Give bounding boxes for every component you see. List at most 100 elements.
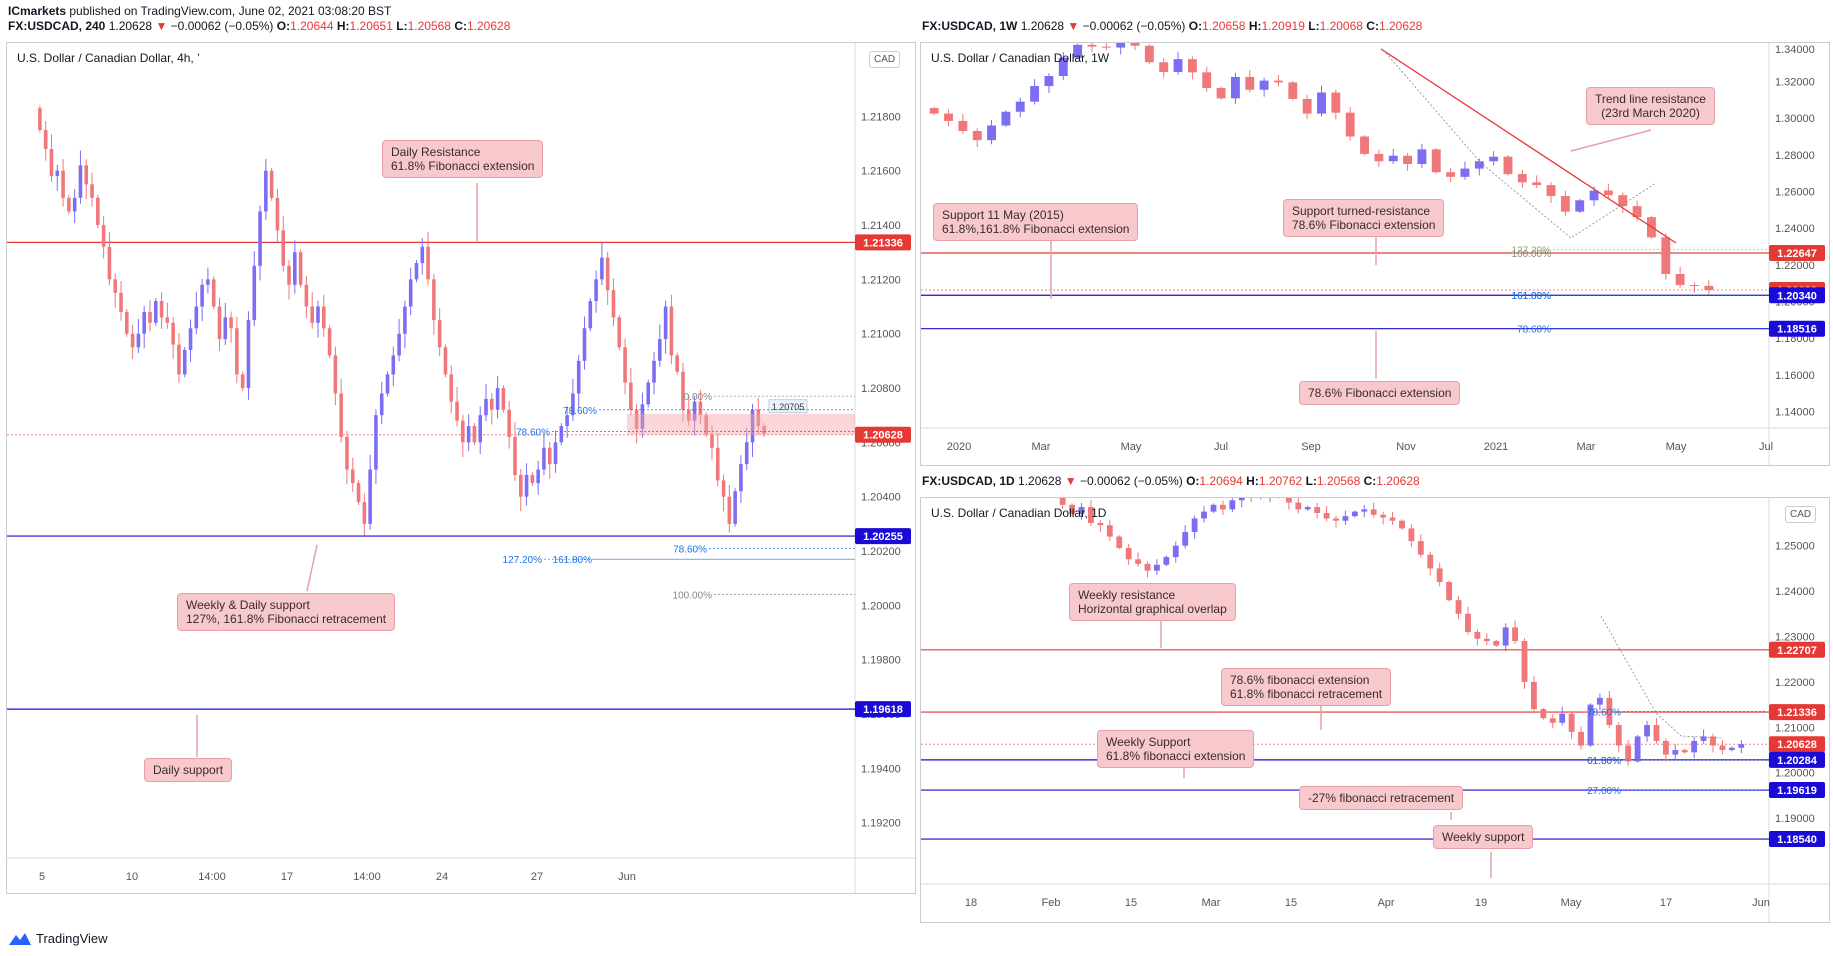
candle-body	[518, 474, 523, 497]
candle-body	[171, 322, 175, 345]
price-tag-label: 1.20255	[863, 531, 903, 543]
publish-line: ICmarkets published on TradingView.com, …	[8, 4, 391, 18]
candle-body	[414, 263, 419, 280]
candle-body	[229, 317, 233, 329]
candle-body	[1436, 568, 1443, 583]
callout-weekly-daily-support: Weekly & Daily support 127%, 161.8% Fibo…	[177, 593, 396, 631]
candle-body	[530, 474, 535, 484]
candle-body	[1101, 46, 1111, 48]
price-tag-bg	[1769, 736, 1825, 753]
candle-body	[275, 197, 280, 231]
candle-body	[136, 333, 141, 348]
chart-4h-svg[interactable]: 1.21800 1.21600 1.21400 1.21200 1.21000 1.208…	[7, 43, 915, 893]
price-tag-label: 1.18540	[1777, 834, 1817, 846]
x-tick-label: 2021	[1484, 441, 1508, 453]
candle-body	[472, 426, 477, 443]
candle-body	[646, 382, 651, 405]
candle-body	[1106, 525, 1113, 537]
candle-body	[269, 170, 274, 198]
candle-body	[345, 436, 349, 470]
price-tag-bg	[1769, 320, 1825, 337]
chart-panel-4h[interactable]: 1.21800 1.21600 1.21400 1.21200 1.21000 1.208…	[6, 42, 916, 894]
candle-body	[536, 469, 540, 484]
candle-body	[1163, 557, 1170, 565]
price-tag-label: 1.20628	[1777, 739, 1817, 751]
price-tag-label: 1.22647	[1777, 248, 1817, 260]
high-4h: 1.20651	[349, 19, 393, 33]
candle-body	[715, 447, 720, 481]
callout-daily-resistance-l2: 61.8% Fibonacci extension	[391, 159, 535, 173]
candle-body	[443, 347, 448, 375]
candle-body	[1182, 532, 1189, 546]
candle-body	[1285, 498, 1292, 503]
last-1d: 1.20628	[1018, 474, 1062, 488]
chart-panel-1w[interactable]: 1.32000 1.30000 1.28000 1.26000 1.24000 1.220…	[920, 42, 1830, 466]
tradingview-logo[interactable]: TradingView	[8, 931, 108, 946]
y-tick-label: 1.20800	[861, 383, 901, 395]
candle-body	[298, 252, 303, 285]
candle-body	[1672, 750, 1679, 755]
fib-label: 161.80%	[1512, 291, 1552, 302]
y-tick-label: 1.21000	[861, 329, 901, 341]
candle-body	[756, 409, 761, 427]
price-tag-bg	[855, 426, 911, 443]
candle-body	[681, 371, 685, 410]
candle-body	[582, 328, 587, 361]
candle-body	[1704, 285, 1714, 290]
candle-body	[1073, 44, 1083, 58]
callout-wd-support-l1: Weekly & Daily support	[186, 598, 310, 612]
last-1w: 1.20628	[1020, 19, 1065, 33]
candle-body	[1455, 600, 1462, 614]
chart-title-1w: U.S. Dollar / Canadian Dollar, 1W	[931, 51, 1110, 65]
candle-body	[1431, 149, 1441, 173]
x-tick-label: 27	[531, 871, 543, 883]
fib-label: 127.20%	[1512, 245, 1552, 256]
candle-body	[1399, 520, 1405, 529]
chart-title-1d: U.S. Dollar / Canadian Dollar, 1D	[931, 506, 1107, 520]
candle-body	[397, 333, 401, 356]
chart-1d-svg[interactable]: 1.25000 1.24000 1.23000 1.22000 1.21000 1.200…	[921, 498, 1829, 922]
candle-body	[159, 301, 164, 318]
fib-label: 100.00%	[1512, 249, 1552, 260]
candle-body	[1238, 498, 1245, 501]
candle-body	[501, 388, 506, 410]
candle-body	[1219, 504, 1226, 510]
fib-label: 27.00%	[1587, 786, 1621, 797]
callout-daily-resistance-l1: Daily Resistance	[391, 145, 481, 159]
candle-body	[1675, 274, 1685, 285]
candle-body	[1417, 541, 1424, 555]
candle-body	[61, 170, 65, 198]
currency-button-4h[interactable]: CAD	[869, 51, 901, 68]
candle-body	[1361, 509, 1368, 512]
candle-body	[507, 409, 511, 437]
fib-label: 100.00%	[673, 590, 713, 601]
price-tag-label: 1.20340	[1777, 290, 1817, 302]
price-tag-label: 1.19618	[863, 704, 903, 716]
y-tick-label: 1.21800	[861, 111, 901, 123]
candle-body	[617, 317, 622, 348]
candle-body	[264, 170, 268, 212]
callout-daily-support: Daily support	[144, 758, 233, 782]
candle-body	[1191, 518, 1198, 533]
candle-body	[408, 279, 413, 307]
fib-label: 78.60%	[1517, 324, 1551, 335]
publisher-name: ICmarkets	[8, 4, 67, 18]
candle-body	[1323, 512, 1330, 519]
callout-ws-l1: Weekly Support	[1106, 735, 1191, 749]
candle-body	[1719, 745, 1726, 751]
currency-button-1d[interactable]: CAD	[1785, 506, 1817, 523]
candle-body	[1351, 511, 1358, 517]
y-tick-label: 1.16000	[1775, 370, 1815, 382]
y-tick-label: 1.21400	[861, 220, 901, 232]
candle-body	[1559, 713, 1566, 723]
y-tick-label: 1.20000	[1775, 768, 1815, 780]
candle-body	[72, 197, 77, 212]
chart-panel-1d[interactable]: 1.25000 1.24000 1.23000 1.22000 1.21000 1.200…	[920, 497, 1830, 923]
candle-body	[246, 320, 251, 389]
price-tag-bg	[1769, 641, 1825, 658]
candle-body	[374, 415, 378, 470]
candle-body	[455, 401, 459, 421]
candle-body	[391, 355, 396, 375]
x-tick-label: 2020	[947, 441, 971, 453]
chart-1w-svg[interactable]: 1.32000 1.30000 1.28000 1.26000 1.24000 1.220…	[921, 43, 1829, 465]
